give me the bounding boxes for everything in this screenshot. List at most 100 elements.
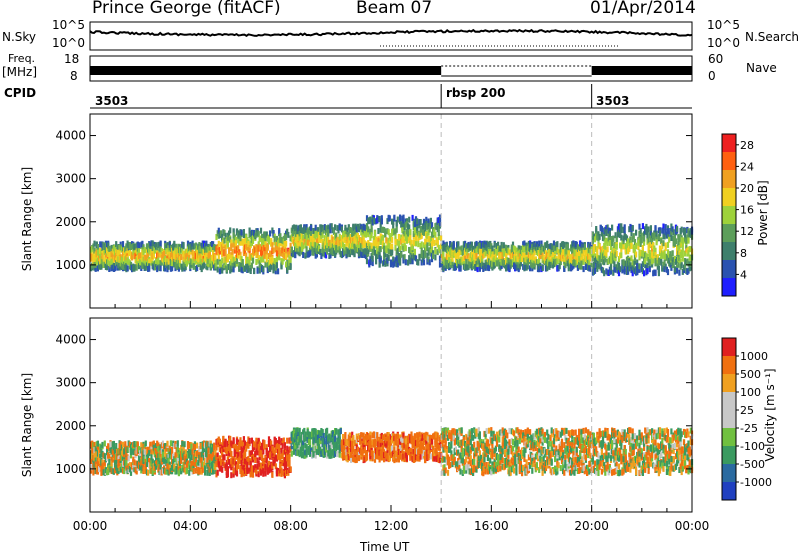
power-cell [546,240,549,247]
power-cell [462,241,465,248]
power-cell [388,243,391,250]
velocity-cell [133,466,136,473]
power-cell [603,259,606,266]
power-cell [125,245,128,252]
velocity-cell [92,469,95,476]
power-cell [653,250,656,257]
power-cell [392,261,395,268]
velocity-cell [181,451,184,458]
velocity-cell [184,450,187,457]
power-cell [438,218,442,225]
power-cell [111,257,114,264]
power-cell [593,236,597,243]
power-cell [457,260,460,267]
power-cell [287,247,290,254]
power-cell [676,225,679,232]
velocity-cell [173,456,176,463]
power-cell [647,257,650,263]
velocity-cell [275,470,278,477]
power-cell [573,242,576,249]
power-cell [556,265,559,272]
power-cell [290,246,293,253]
velocity-cell [256,463,259,470]
velocity-cell [214,468,217,474]
power-cell [96,249,99,256]
power-cell [590,262,593,269]
power-cell [420,247,423,254]
power-cell [620,234,623,241]
velocity-cell [93,455,96,462]
nsearch-tick-top: 10^5 [707,18,740,32]
power-cell [630,230,633,237]
power-cell [281,247,284,254]
velocity-cell [201,450,204,457]
power-cell [567,250,570,257]
power-cell [264,261,267,268]
power-cell [609,264,613,271]
power-cell [95,249,98,256]
power-cell [582,258,585,265]
power-cell [266,267,269,274]
power-cell [192,263,195,270]
velocity-cell [257,437,260,444]
power-cell [338,233,341,240]
power-cell [262,256,265,262]
power-cell [676,256,679,263]
power-cell [353,239,356,246]
power-cell [391,249,394,256]
velocity-cell [224,463,227,470]
power-cell [672,240,675,247]
velocity-cell [123,468,126,475]
power-cell [285,240,288,247]
velocity-cell [197,463,200,470]
velocity-cell [116,454,119,460]
power-cell [658,227,662,234]
velocity-cell [208,462,211,469]
power-cell [190,259,193,265]
power-cell [247,241,250,247]
power-cell [132,242,135,249]
power-cell [388,233,391,239]
power-cell [660,259,663,266]
power-cell [627,266,630,273]
power-cell [614,232,617,239]
power-cell [344,224,347,231]
freq-bar-seg3 [591,66,692,75]
power-cell [314,231,317,237]
velocity-cell [292,440,296,447]
power-cell [247,257,250,264]
power-cell [196,245,199,252]
velocity-cell [265,444,268,451]
power-cell [482,266,485,272]
power-cell [256,252,259,258]
power-cell [228,247,231,254]
power-cell [204,251,207,258]
power-cell [167,258,170,265]
power-cell [506,261,509,268]
power-cell [687,231,690,238]
power-cell [644,258,647,265]
power-cell [625,244,629,251]
power-cell [605,237,608,244]
velocity-cell [95,451,98,458]
power-cell [491,254,494,261]
power-cell [596,259,599,266]
power-cell [153,264,156,271]
velocity-cell [176,457,179,464]
power-cell [256,267,259,274]
power-cell [478,265,481,272]
velocity-cell [248,437,251,444]
power-cell [365,215,369,222]
velocity-cell [235,453,239,460]
power-cell [292,239,296,246]
power-cell [142,249,145,256]
velocity-cell [124,441,127,448]
power-cell [554,259,557,266]
power-cell [603,242,606,249]
power-cell [369,245,372,252]
power-cell [246,263,249,270]
power-cell [393,260,396,267]
power-cell [531,254,534,261]
power-cell [287,263,290,270]
velocity-cell [201,461,204,468]
